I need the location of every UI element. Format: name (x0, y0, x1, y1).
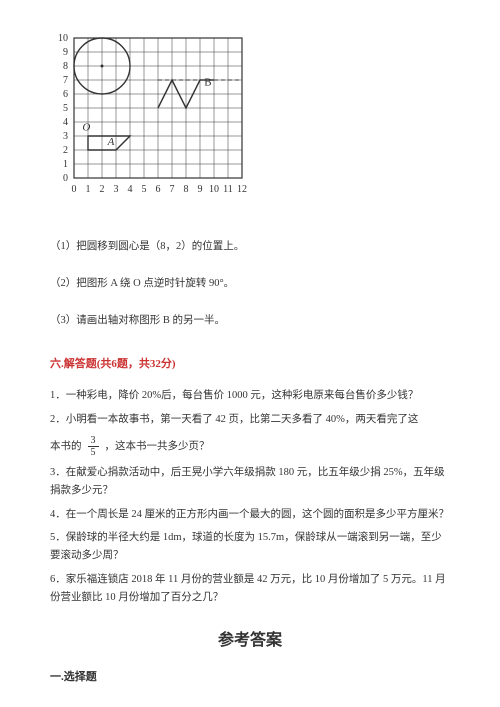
section-6-header: 六.解答题(共6题，共32分) (50, 355, 450, 375)
svg-text:7: 7 (63, 75, 68, 86)
svg-text:5: 5 (142, 184, 147, 195)
svg-text:8: 8 (184, 184, 189, 195)
grid-svg: 0123456789100123456789101112AOB (50, 30, 260, 210)
svg-text:3: 3 (63, 131, 68, 142)
problem-4: 4．在一个周长是 24 厘米的正方形内画一个最大的圆，这个圆的面积是多少平方厘米… (50, 506, 450, 524)
svg-text:6: 6 (156, 184, 161, 195)
svg-text:9: 9 (198, 184, 203, 195)
problem-5: 5．保龄球的半径大约是 1dm，球道的长度为 15.7m，保龄球从一端滚到另一端… (50, 529, 450, 565)
problem-2b-post: ，这本书一共多少页？ (105, 438, 210, 456)
fraction-3-5: 3 5 (88, 435, 99, 458)
problem-1: 1．一种彩电，降价 20%后，每台售价 1000 元，这种彩电原来每台售价多少钱… (50, 387, 450, 405)
svg-text:O: O (82, 121, 90, 133)
grid-chart: 0123456789100123456789101112AOB (50, 30, 450, 218)
question-1: （1）把圆移到圆心是（8，2）的位置上。 (50, 238, 450, 257)
svg-text:9: 9 (63, 47, 68, 58)
svg-text:4: 4 (63, 117, 68, 128)
svg-text:10: 10 (209, 184, 219, 195)
svg-text:8: 8 (63, 61, 68, 72)
svg-text:2: 2 (100, 184, 105, 195)
svg-text:10: 10 (58, 33, 68, 44)
fraction-denominator: 5 (88, 447, 99, 458)
fraction-numerator: 3 (88, 435, 99, 447)
problem-2a: 2．小明看一本故事书，第一天看了 42 页，比第二天多看了 40%，两天看完了这 (50, 411, 450, 429)
svg-text:0: 0 (63, 173, 68, 184)
svg-text:12: 12 (237, 184, 247, 195)
svg-text:5: 5 (63, 103, 68, 114)
svg-text:B: B (204, 77, 211, 89)
svg-text:2: 2 (63, 145, 68, 156)
question-2: （2）把图形 A 绕 O 点逆时针旋转 90°。 (50, 275, 450, 294)
sub-header-choice: 一.选择题 (50, 668, 450, 688)
svg-text:11: 11 (223, 184, 233, 195)
answer-title: 参考答案 (50, 627, 450, 656)
problem-2b-pre: 本书的 (50, 438, 82, 456)
svg-text:1: 1 (63, 159, 68, 170)
svg-text:3: 3 (114, 184, 119, 195)
question-3: （3）请画出轴对称图形 B 的另一半。 (50, 312, 450, 331)
svg-text:4: 4 (128, 184, 133, 195)
problem-2b: 本书的 3 5 ，这本书一共多少页？ (50, 435, 450, 458)
svg-text:0: 0 (72, 184, 77, 195)
problem-3: 3．在献爱心捐款活动中，后王晃小学六年级捐款 180 元，比五年级少捐 25%，… (50, 464, 450, 500)
problem-6: 6．家乐福连锁店 2018 年 11 月份的营业额是 42 万元，比 10 月份… (50, 571, 450, 607)
svg-text:1: 1 (86, 184, 91, 195)
svg-text:6: 6 (63, 89, 68, 100)
svg-text:7: 7 (170, 184, 175, 195)
svg-text:A: A (107, 136, 115, 148)
